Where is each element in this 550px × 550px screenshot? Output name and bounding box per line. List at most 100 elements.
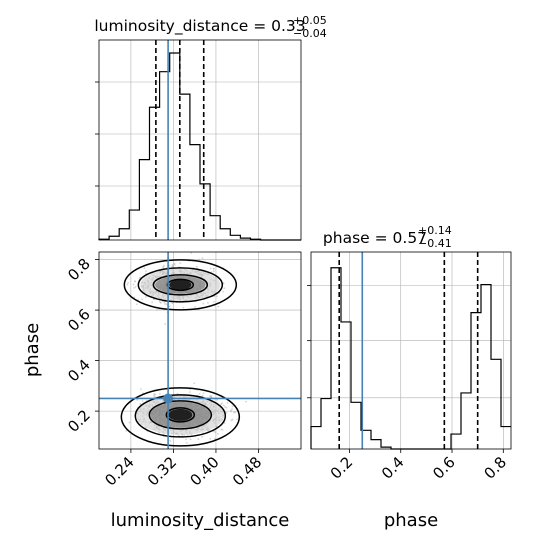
y-tick-label: 0.8 (64, 255, 94, 285)
density-level (168, 408, 193, 421)
sample-point (158, 308, 161, 311)
sample-point (226, 402, 229, 404)
sample-point (216, 398, 219, 401)
sample-point (176, 392, 179, 395)
title-phase: phase = 0.57 (323, 229, 427, 247)
sample-point (185, 438, 187, 441)
sample-point (140, 388, 142, 390)
sample-point (209, 437, 212, 440)
x-axis-label-phase: phase (384, 510, 438, 531)
contour-line (120, 387, 241, 447)
density-shading (136, 268, 225, 435)
title-luminosity-distance: luminosity_distance = 0.33 (94, 17, 305, 36)
sample-point (210, 395, 212, 397)
sample-point (162, 266, 165, 269)
sample-point (193, 382, 196, 385)
sample-point (198, 393, 201, 395)
title-phase-sub: −0.41 (418, 237, 452, 250)
sample-point (189, 438, 192, 441)
sample-point (213, 301, 215, 303)
sample-point (132, 283, 135, 286)
histogram-luminosity-distance (98, 52, 301, 241)
sample-point (173, 262, 176, 265)
x-tick-label: 0.32 (144, 453, 180, 489)
sample-point (164, 323, 167, 325)
sample-point (230, 410, 233, 413)
y-tick-label: 0.2 (64, 406, 94, 436)
sample-point (195, 265, 198, 268)
sample-point (133, 287, 136, 289)
sample-point (207, 301, 209, 304)
sample-point (202, 392, 205, 394)
x-tick-label: 0.4 (378, 453, 408, 483)
sample-point (222, 282, 225, 285)
sample-point (171, 265, 173, 268)
contour-line (152, 274, 209, 296)
sample-point (201, 394, 204, 397)
histogram-phase (310, 267, 511, 450)
sample-point (222, 290, 225, 293)
sample-point (190, 252, 193, 254)
sample-point (127, 282, 129, 284)
sample-point (201, 435, 204, 438)
sample-point (216, 295, 218, 298)
sample-point (133, 296, 136, 299)
sample-point (156, 309, 159, 311)
sample-point (217, 433, 219, 435)
sample-point (134, 285, 137, 288)
contours (120, 259, 241, 447)
y-tick-label: 0.4 (64, 356, 94, 386)
sample-point (155, 238, 157, 240)
y-axis-label-phase: phase (22, 323, 43, 377)
sample-point (169, 439, 172, 442)
sample-point (153, 393, 156, 395)
sample-point (234, 411, 237, 414)
sample-point (126, 283, 129, 286)
sample-point (225, 406, 228, 409)
sample-point (236, 418, 238, 421)
sample-point (213, 438, 216, 440)
sample-point (144, 272, 147, 275)
sample-point (135, 303, 138, 306)
sample-point (245, 400, 247, 403)
sample-point (168, 305, 171, 308)
sample-point (168, 264, 171, 267)
sample-point (189, 391, 191, 393)
truth-marker (163, 393, 174, 404)
sample-point (173, 264, 176, 266)
contour-line (137, 267, 224, 303)
x-tick-label: 0.2 (327, 453, 357, 483)
sample-point (197, 438, 200, 441)
density-level (169, 279, 192, 290)
sample-point (214, 431, 217, 434)
panel-frame (98, 39, 302, 241)
sample-point (145, 270, 147, 272)
y-tick-label: 0.6 (64, 305, 94, 335)
sample-point (143, 267, 146, 269)
panel-frame (310, 251, 512, 450)
sample-point (224, 406, 226, 408)
sample-point (209, 267, 212, 270)
x-tick-label: 0.8 (481, 453, 511, 483)
sample-point (160, 301, 162, 304)
sample-point (164, 303, 167, 305)
sample-point (163, 301, 166, 304)
joint-panel: 0.24 0.32 0.40 0.48 0.2 0.4 0.6 0.8 (64, 238, 302, 489)
contour-line (134, 394, 227, 438)
sample-point (231, 405, 234, 408)
hist-panel-phase: 0.2 0.4 0.6 0.8 phase = 0.57 +0.14 −0.41 (307, 224, 512, 483)
sample-point (153, 394, 155, 397)
sample-point (141, 298, 144, 301)
sample-point (159, 392, 161, 395)
sample-point (198, 258, 201, 261)
x-axis-label-luminosity-distance: luminosity_distance (111, 510, 290, 531)
title-phase-sup: +0.14 (418, 224, 452, 237)
sample-point (125, 430, 128, 432)
sample-point (212, 270, 215, 273)
sample-point (128, 421, 131, 424)
sample-point (220, 403, 223, 406)
contour-line (148, 400, 213, 430)
sample-point (185, 442, 188, 444)
sample-point (162, 433, 165, 435)
sample-point (230, 419, 233, 422)
